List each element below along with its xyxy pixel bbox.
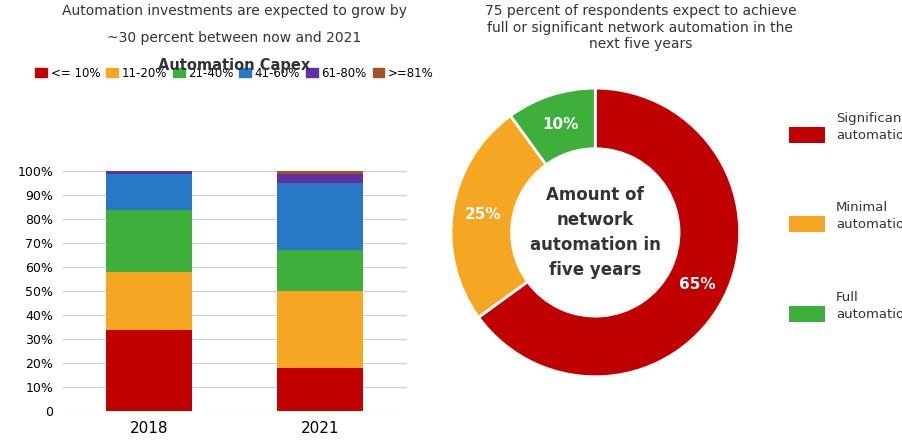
Text: automation: automation	[836, 129, 902, 142]
Bar	[106, 210, 192, 272]
Text: 75 percent of respondents expect to achieve
full or significant network automati: 75 percent of respondents expect to achi…	[484, 4, 796, 51]
Text: Automation investments are expected to grow by: Automation investments are expected to g…	[62, 4, 407, 18]
Bar	[278, 171, 363, 173]
Text: Amount of
network
automation in
five years: Amount of network automation in five yea…	[529, 186, 661, 279]
Bar	[106, 272, 192, 329]
Bar	[278, 173, 363, 183]
Text: 25%: 25%	[465, 207, 501, 222]
Text: ~30 percent between now and 2021: ~30 percent between now and 2021	[107, 31, 362, 45]
Bar	[278, 183, 363, 250]
Wedge shape	[451, 116, 546, 317]
Bar	[278, 291, 363, 368]
Text: 10%: 10%	[542, 117, 578, 131]
Legend: <= 10%, 11-20%, 21-40%, 41-60%, 61-80%, >=81%: <= 10%, 11-20%, 21-40%, 41-60%, 61-80%, …	[31, 62, 438, 84]
Text: Automation Capex: Automation Capex	[159, 58, 310, 73]
Bar	[278, 250, 363, 291]
Text: 65%: 65%	[678, 277, 715, 292]
Text: Full: Full	[836, 291, 859, 304]
Bar	[106, 329, 192, 411]
Bar	[106, 171, 192, 173]
Text: Minimal: Minimal	[836, 201, 888, 215]
Wedge shape	[479, 88, 740, 377]
Wedge shape	[511, 88, 595, 165]
Bar	[106, 173, 192, 210]
Text: automation: automation	[836, 218, 902, 232]
Text: automation: automation	[836, 308, 902, 321]
Bar	[278, 368, 363, 411]
Text: Significant: Significant	[836, 112, 902, 125]
